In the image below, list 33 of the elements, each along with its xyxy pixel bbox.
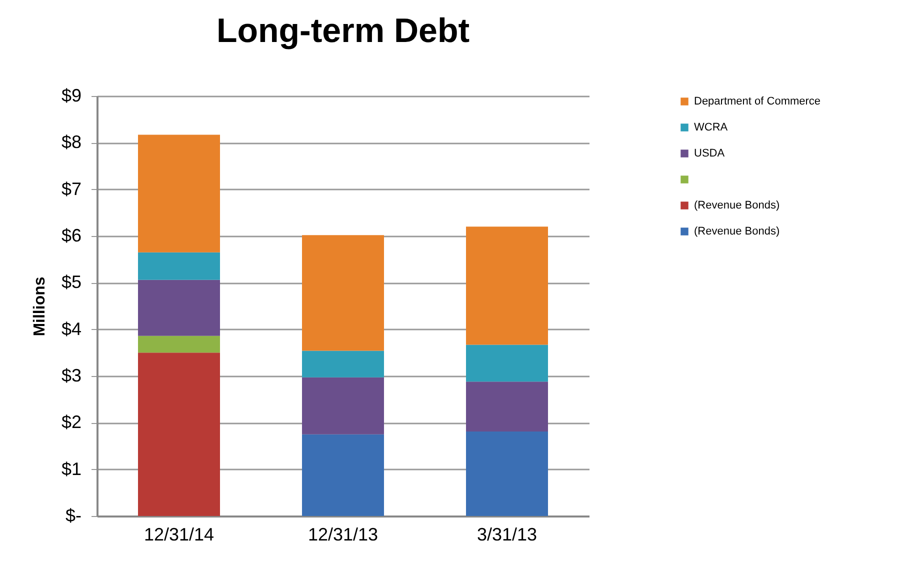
- legend-label: Department of Commerce: [694, 96, 821, 108]
- bar: [302, 434, 384, 516]
- bar: [466, 382, 548, 432]
- y-tick-label: $7: [61, 178, 82, 199]
- bar: [302, 350, 384, 378]
- legend-label: USDA: [694, 148, 726, 160]
- bar: [466, 226, 548, 345]
- y-tick-label: $5: [61, 272, 82, 292]
- x-tick-label: 12/31/14: [144, 524, 214, 544]
- y-axis-title: Millions: [31, 276, 48, 336]
- bar: [138, 352, 220, 516]
- chart-title: Long-term Debt: [216, 12, 470, 50]
- legend-label: (Revenue Bonds): [694, 200, 780, 212]
- legend-label: (Revenue Bonds): [694, 226, 780, 238]
- y-tick-label: $-: [65, 506, 82, 526]
- y-tick-label: $9: [61, 86, 82, 106]
- bar: [466, 432, 548, 516]
- bar: [138, 134, 220, 252]
- legend-label: WCRA: [694, 122, 728, 134]
- x-tick-label: 3/31/13: [476, 524, 538, 544]
- x-tick-label: 12/31/13: [308, 524, 378, 544]
- bar: [302, 235, 384, 351]
- y-tick-label: $3: [61, 366, 82, 386]
- y-tick-label: $6: [61, 226, 82, 246]
- y-tick-label: $4: [61, 318, 82, 339]
- y-tick-label: $8: [61, 132, 82, 152]
- bar: [138, 336, 220, 353]
- bar: [466, 344, 548, 382]
- bar: [138, 252, 220, 280]
- bar: [302, 377, 384, 434]
- y-tick-label: $2: [61, 412, 82, 432]
- bar: [138, 280, 220, 336]
- y-tick-label: $1: [61, 458, 82, 479]
